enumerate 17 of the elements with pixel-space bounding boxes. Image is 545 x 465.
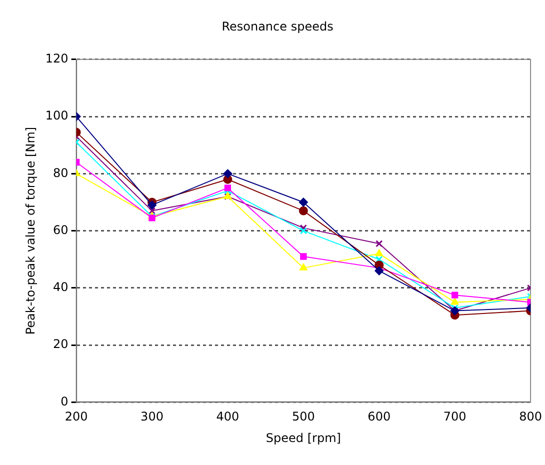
y-tick-label: 0 [60,394,68,408]
y-tick-label: 40 [53,280,68,294]
x-tick-label: 700 [443,410,466,424]
x-tick-label: 300 [140,410,164,424]
y-tick-label: 100 [45,108,68,123]
x-tick-label: 500 [292,410,315,424]
y-axis-title: Peak-to-peak value of torque [Nm] [23,126,38,335]
y-tick-label: 80 [53,166,68,180]
y-tick-label: 60 [53,222,68,237]
x-axis-title: Speed [rpm] [266,430,341,445]
chart-title: Resonance speeds [222,19,334,34]
y-tick-label: 20 [53,337,68,352]
x-tick-label: 600 [368,410,391,424]
x-tick-label: 800 [519,410,542,424]
x-tick-label: 400 [216,410,240,424]
x-tick-label: 200 [64,410,88,424]
y-tick-label: 120 [45,52,68,66]
